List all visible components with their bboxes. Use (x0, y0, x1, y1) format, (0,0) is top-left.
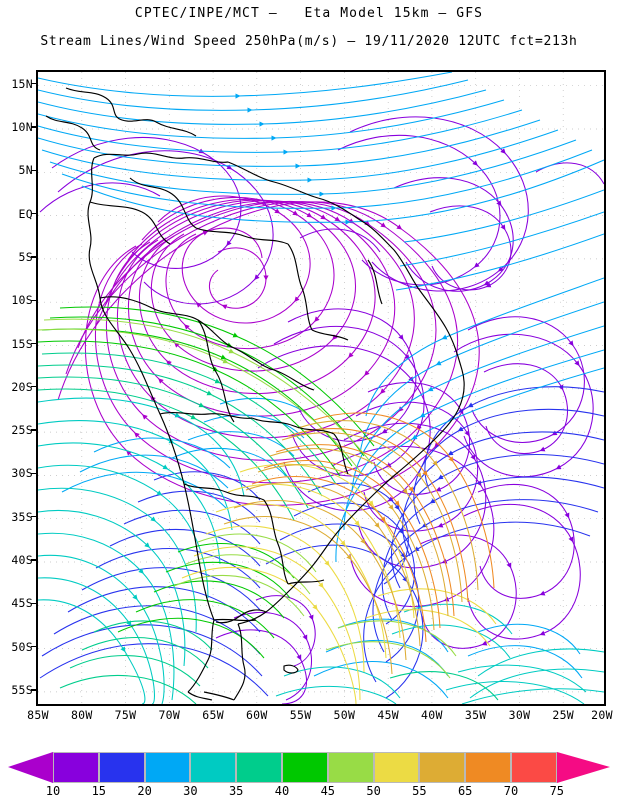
streamlines-band-30-35 (38, 397, 604, 704)
y-tick-label: 15N (11, 76, 33, 91)
x-tick-label: 30W (508, 708, 531, 722)
colorbar-swatch (144, 752, 191, 783)
y-tick-label: 25S (11, 423, 33, 438)
x-tick-label: 40W (421, 708, 443, 722)
streamlines-band-55-70 (223, 420, 479, 675)
streamlines-band-45-50 (38, 318, 457, 679)
x-tick-label: 20W (591, 708, 613, 722)
colorbar-swatch (98, 752, 145, 783)
colorbar-tick: 55 (412, 784, 427, 798)
colorbar-swatch (327, 752, 374, 783)
page-subtitle: Stream Lines/Wind Speed 250hPa(m/s) — 19… (40, 34, 578, 49)
y-tick-label: 45S (11, 596, 33, 611)
y-tick-label: 5N (18, 163, 33, 178)
colorbar-swatch (190, 752, 237, 783)
x-tick-label: 60W (245, 708, 268, 722)
y-axis: 15N 10N 5N EQ 5S 10S 15S 20S 25S 30S 35S… (0, 70, 33, 706)
y-tick-label: 20S (11, 379, 33, 394)
y-tick-label: 50S (11, 639, 33, 654)
streamline-canvas (38, 72, 604, 704)
colorbar-tick: 10 (45, 784, 61, 798)
x-tick-label: 65W (202, 708, 224, 722)
x-tick-label: 45W (377, 708, 400, 722)
streamlines-band-35-45 (38, 352, 499, 704)
y-tick-label: 15S (11, 336, 33, 351)
colorbar-swatch (510, 752, 557, 783)
colorbar-swatch (281, 752, 328, 783)
y-tick-label: EQ (18, 206, 33, 221)
coastlines-and-borders (45, 87, 465, 701)
y-tick-label: 30S (11, 466, 33, 481)
x-tick-label: 70W (158, 708, 181, 722)
y-tick-label: 55S (11, 682, 33, 697)
y-tick-label: 35S (11, 509, 33, 524)
colorbar-swatch (53, 752, 99, 783)
colorbar-tick: 75 (549, 784, 565, 798)
y-tick-label: 5S (18, 249, 33, 264)
colorbar-over-arrow (557, 752, 610, 783)
colorbar-swatch (236, 752, 282, 783)
colorbar: 10 15 20 30 35 40 45 50 55 65 70 75 (0, 752, 618, 800)
colorbar-swatch (373, 752, 420, 783)
colorbar-tick: 35 (228, 784, 244, 798)
streamlines-band-20-30 (38, 72, 604, 699)
x-tick-label: 85W (27, 708, 49, 722)
y-tick-label: 10S (11, 293, 33, 308)
colorbar-swatches (53, 752, 557, 783)
x-tick-label: 80W (70, 708, 93, 722)
streamline-map-panel (36, 70, 606, 706)
colorbar-tick: 50 (366, 784, 381, 798)
y-tick-label: 10N (11, 120, 33, 134)
streamlines-band-under10 (57, 195, 480, 506)
colorbar-tick: 15 (91, 784, 107, 798)
streamlines-band-jet-core (251, 412, 495, 643)
x-tick-label: 35W (464, 708, 487, 722)
colorbar-tick: 30 (183, 784, 198, 798)
colorbar-tick: 70 (503, 784, 519, 798)
y-tick-label: 40S (11, 553, 33, 567)
colorbar-tick: 20 (137, 784, 152, 798)
colorbar-under-arrow (8, 752, 53, 783)
colorbar-swatch (465, 752, 511, 783)
colorbar-tick: 65 (457, 784, 473, 798)
x-tick-label: 75W (114, 708, 137, 722)
colorbar-tick: 45 (320, 784, 336, 798)
streamlines-band-50-55 (181, 463, 497, 704)
x-axis: 85W 80W 75W 70W 65W 60W 55W 50W 45W 40W … (27, 708, 612, 730)
x-tick-label: 55W (289, 708, 312, 722)
colorbar-tick: 40 (274, 784, 290, 798)
colorbar-tick-labels: 10 15 20 30 35 40 45 50 55 65 70 75 (0, 784, 618, 800)
x-tick-label: 50W (333, 708, 356, 722)
colorbar-swatch (419, 752, 466, 783)
x-tick-label: 25W (552, 708, 575, 722)
page-title: CPTEC/INPE/MCT — Eta Model 15km — GFS (134, 6, 484, 21)
